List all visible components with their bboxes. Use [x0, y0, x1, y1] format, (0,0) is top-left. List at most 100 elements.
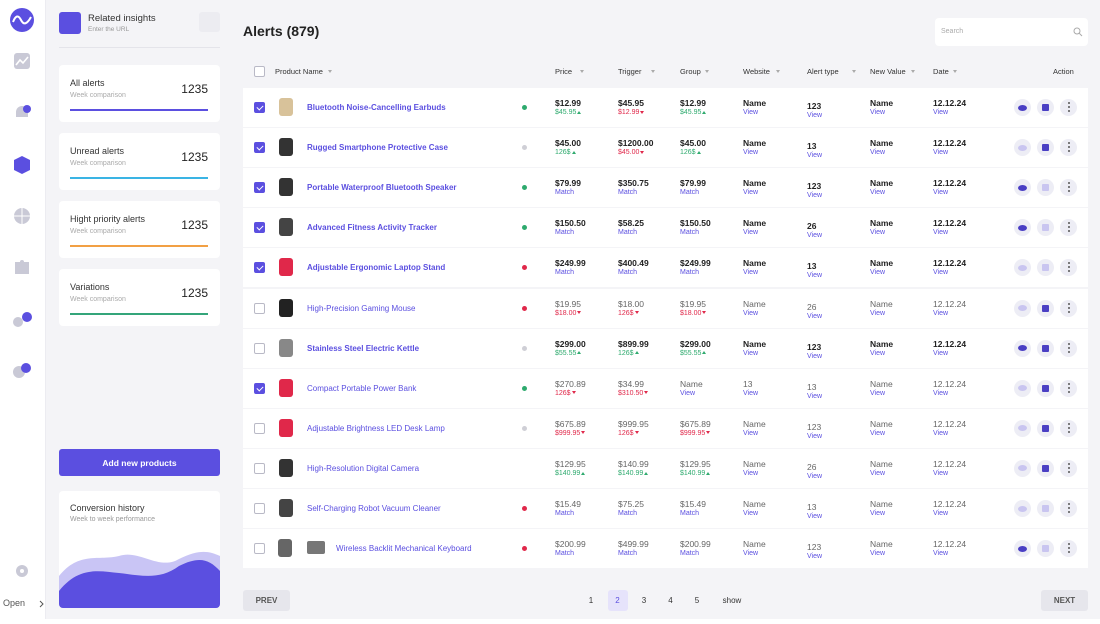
more-action[interactable] [1060, 299, 1077, 317]
product-name[interactable]: Adjustable Brightness LED Desk Lamp [307, 423, 445, 433]
cell-sub[interactable]: Match [618, 189, 638, 197]
more-action[interactable] [1060, 379, 1077, 397]
view-action[interactable] [1014, 459, 1031, 477]
cell-sub[interactable]: View [933, 269, 949, 277]
column-header[interactable]: Trigger [618, 67, 642, 76]
row-checkbox[interactable] [254, 543, 265, 555]
cell-sub[interactable]: View [807, 312, 823, 320]
cell-sub[interactable]: View [743, 149, 759, 157]
puzzle-action[interactable] [1037, 500, 1054, 517]
puzzle-action[interactable] [1037, 540, 1054, 558]
view-action[interactable] [1014, 500, 1031, 517]
view-action[interactable] [1014, 139, 1031, 157]
search-box[interactable]: Search [935, 18, 1088, 46]
row-checkbox[interactable] [254, 182, 265, 194]
puzzle-action[interactable] [1037, 219, 1054, 237]
cell-sub[interactable]: View [870, 109, 886, 116]
row-checkbox[interactable] [254, 102, 265, 113]
cell-sub[interactable]: View [807, 432, 823, 440]
cell-sub[interactable]: Match [680, 189, 700, 197]
cell-sub[interactable]: View [743, 109, 759, 116]
alert-row[interactable]: Portable Waterproof Bluetooth Speaker $79… [243, 168, 1088, 208]
cell-sub[interactable]: View [807, 472, 823, 480]
alert-row[interactable]: Rugged Smartphone Protective Case $45.00 1… [243, 128, 1088, 168]
alert-row[interactable]: Compact Portable Power Bank $270.89 126$ $3… [243, 368, 1088, 408]
cell-sub[interactable]: Match [680, 550, 700, 558]
cell-sub[interactable]: View [933, 109, 949, 116]
cell-sub[interactable]: View [807, 352, 823, 360]
cell-sub[interactable]: View [807, 152, 823, 160]
row-checkbox[interactable] [254, 382, 265, 394]
more-action[interactable] [1060, 139, 1077, 157]
more-action[interactable] [1060, 459, 1077, 477]
page-number[interactable]: 5 [694, 596, 700, 605]
puzzle-action[interactable] [1037, 259, 1054, 277]
view-action[interactable] [1014, 259, 1031, 277]
row-checkbox[interactable] [254, 222, 265, 234]
alert-row[interactable]: Adjustable Ergonomic Laptop Stand $249.99… [243, 248, 1088, 288]
cell-sub[interactable]: View [870, 389, 886, 397]
puzzle-action[interactable] [1037, 179, 1054, 197]
alert-row[interactable]: High-Precision Gaming Mouse $19.95 $18.00 $… [243, 288, 1088, 328]
sort-icon[interactable] [852, 70, 856, 73]
cell-sub[interactable]: View [743, 189, 759, 197]
alert-row[interactable]: High-Resolution Digital Camera $129.95 $14… [243, 448, 1088, 488]
cell-sub[interactable]: View [870, 309, 886, 317]
cell-sub[interactable]: View [870, 269, 886, 277]
cell-sub[interactable]: Match [680, 269, 700, 277]
alert-row[interactable]: Bluetooth Noise-Cancelling Earbuds $12.99… [243, 88, 1088, 127]
product-name[interactable]: Wireless Backlit Mechanical Keyboard [336, 544, 472, 554]
cell-sub[interactable]: View [807, 392, 823, 400]
stat-card[interactable]: Hight priority alerts Week comparison 1235 [59, 201, 220, 258]
sort-icon[interactable] [650, 70, 655, 73]
cell-sub[interactable]: Match [555, 229, 575, 237]
cell-sub[interactable]: View [870, 189, 886, 197]
cell-sub[interactable]: View [743, 349, 759, 357]
puzzle-action[interactable] [1037, 139, 1054, 157]
stat-card[interactable]: All alerts Week comparison 1235 [59, 65, 220, 122]
product-name[interactable]: Adjustable Ergonomic Laptop Stand [307, 263, 446, 273]
view-action[interactable] [1014, 299, 1031, 317]
cell-sub[interactable]: View [870, 149, 886, 157]
sort-icon[interactable] [704, 70, 709, 73]
more-action[interactable] [1060, 500, 1077, 517]
cell-sub[interactable]: View [870, 429, 886, 437]
cell-sub[interactable]: View [743, 510, 759, 517]
next-button[interactable]: NEXT [1041, 590, 1088, 611]
product-name[interactable]: High-Resolution Digital Camera [307, 463, 420, 473]
alert-row[interactable]: Wireless Backlit Mechanical Keyboard $200… [243, 529, 1088, 569]
cell-sub[interactable]: Match [618, 550, 638, 558]
cell-sub[interactable]: Match [618, 510, 638, 517]
cell-sub[interactable]: Match [555, 550, 575, 558]
stat-card[interactable]: Unread alerts Week comparison 1235 [59, 133, 220, 190]
cell-sub[interactable]: Match [555, 189, 575, 197]
cell-sub[interactable]: View [933, 189, 949, 197]
cell-sub[interactable]: View [933, 309, 949, 317]
stat-card[interactable]: Variations Week comparison 1235 [59, 269, 220, 326]
product-name[interactable]: Self-Charging Robot Vacuum Cleaner [307, 504, 441, 513]
show-button[interactable]: show [722, 596, 742, 605]
row-checkbox[interactable] [254, 462, 265, 474]
insights-toggle[interactable] [199, 12, 220, 32]
cell-sub[interactable]: View [933, 469, 949, 477]
view-action[interactable] [1014, 540, 1031, 558]
cell-sub[interactable]: View [933, 389, 949, 397]
column-header[interactable]: Group [680, 67, 701, 76]
cell-sub[interactable]: View [743, 269, 759, 277]
cell-sub[interactable]: View [743, 389, 759, 397]
view-action[interactable] [1014, 379, 1031, 397]
alert-row[interactable]: Stainless Steel Electric Kettle $299.00 $5… [243, 328, 1088, 368]
cell-sub[interactable]: View [743, 469, 759, 477]
row-checkbox[interactable] [254, 422, 265, 434]
cell-sub[interactable]: View [807, 272, 823, 280]
cell-sub[interactable]: View [680, 389, 696, 397]
cell-sub[interactable]: Match [618, 269, 638, 277]
view-action[interactable] [1014, 179, 1031, 197]
puzzle-action[interactable] [1037, 299, 1054, 317]
cell-sub[interactable]: View [933, 149, 949, 157]
cell-sub[interactable]: View [807, 232, 823, 240]
view-action[interactable] [1014, 99, 1031, 116]
column-header[interactable]: Date [933, 67, 949, 76]
more-action[interactable] [1060, 259, 1077, 277]
alert-row[interactable]: Adjustable Brightness LED Desk Lamp $675.… [243, 408, 1088, 448]
